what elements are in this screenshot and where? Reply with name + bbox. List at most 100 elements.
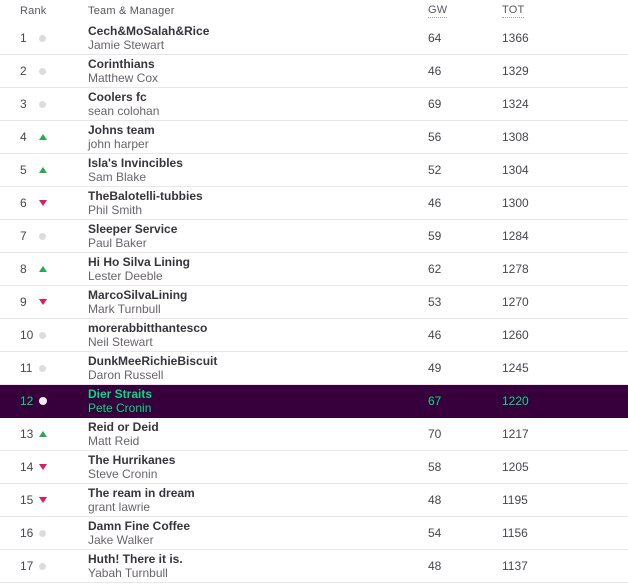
team-name-link[interactable]: Reid or Deid (88, 420, 159, 434)
rank-number: 13 (20, 427, 34, 441)
team-name-link[interactable]: The ream in dream (88, 486, 195, 500)
total-points: 1217 (502, 427, 529, 441)
rank-number: 12 (20, 394, 34, 408)
team-cell: Reid or Deid Matt Reid (88, 420, 428, 448)
rank-number: 8 (20, 262, 27, 276)
total-points: 1304 (502, 163, 529, 177)
team-name-link[interactable]: Cech&MoSalah&Rice (88, 24, 210, 38)
table-row: 17 Huth! There it is. Yabah Turnbull 48 … (0, 550, 628, 583)
total-points: 1284 (502, 229, 529, 243)
team-cell: MarcoSilvaLining Mark Turnbull (88, 288, 428, 316)
gameweek-points: 49 (428, 361, 442, 375)
manager-name: Pete Cronin (88, 401, 152, 415)
team-name-link[interactable]: TheBalotelli-tubbies (88, 189, 203, 203)
gameweek-points: 48 (428, 493, 442, 507)
table-header-row: Rank Team & Manager GW TOT (0, 0, 628, 22)
rank-cell: 14 (0, 460, 88, 474)
total-points: 1324 (502, 97, 529, 111)
team-name-link[interactable]: Hi Ho Silva Lining (88, 255, 191, 269)
rank-cell: 9 (0, 295, 88, 309)
team-name-link[interactable]: morerabbitthantesco (88, 321, 208, 335)
table-row: 7 Sleeper Service Paul Baker 59 1284 (0, 220, 628, 253)
gameweek-points: 59 (428, 229, 442, 243)
movement-down-icon (39, 497, 47, 503)
manager-name: Matthew Cox (88, 71, 159, 85)
total-points: 1156 (502, 526, 528, 540)
rank-number: 1 (20, 31, 27, 45)
team-name-link[interactable]: Johns team (88, 123, 155, 137)
team-name-link[interactable]: Corinthians (88, 57, 155, 71)
standings-body: 1 Cech&MoSalah&Rice Jamie Stewart 64 136… (0, 22, 628, 583)
team-cell: Dier Straits Pete Cronin (88, 387, 428, 415)
no-movement-icon (39, 529, 46, 537)
total-points: 1205 (502, 460, 529, 474)
movement-down-icon (39, 464, 47, 470)
rank-cell: 5 (0, 163, 88, 177)
team-cell: Johns team john harper (88, 123, 428, 151)
team-name-link[interactable]: Sleeper Service (88, 222, 178, 236)
table-row: 2 Corinthians Matthew Cox 46 1329 (0, 55, 628, 88)
no-movement-icon (39, 34, 46, 42)
team-name-link[interactable]: MarcoSilvaLining (88, 288, 188, 302)
no-movement-icon (39, 67, 46, 75)
team-name-link[interactable]: Dier Straits (88, 387, 153, 401)
gameweek-points: 46 (428, 328, 442, 342)
team-cell: Huth! There it is. Yabah Turnbull (88, 552, 428, 580)
total-points: 1270 (502, 295, 529, 309)
rank-cell: 7 (0, 229, 88, 243)
gw-column-header: GW (428, 4, 502, 18)
table-row: 10 morerabbitthantesco Neil Stewart 46 1… (0, 319, 628, 352)
manager-name: Mark Turnbull (88, 302, 161, 316)
team-cell: The Hurrikanes Steve Cronin (88, 453, 428, 481)
table-row: 3 Coolers fc sean colohan 69 1324 (0, 88, 628, 121)
table-row: 13 Reid or Deid Matt Reid 70 1217 (0, 418, 628, 451)
team-name-link[interactable]: Damn Fine Coffee (88, 519, 191, 533)
team-cell: Corinthians Matthew Cox (88, 57, 428, 85)
rank-cell: 16 (0, 526, 88, 540)
rank-cell: 1 (0, 31, 88, 45)
gameweek-points: 46 (428, 196, 442, 210)
team-name-link[interactable]: DunkMeeRichieBiscuit (88, 354, 218, 368)
team-cell: Sleeper Service Paul Baker (88, 222, 428, 250)
rank-number: 6 (20, 196, 27, 210)
team-name-link[interactable]: Isla's Invincibles (88, 156, 183, 170)
manager-name: Yabah Turnbull (88, 566, 168, 580)
total-points: 1329 (502, 64, 529, 78)
team-name-link[interactable]: The Hurrikanes (88, 453, 176, 467)
manager-name: Neil Stewart (88, 335, 153, 349)
movement-down-icon (39, 200, 47, 206)
manager-name: Sam Blake (88, 170, 147, 184)
team-cell: morerabbitthantesco Neil Stewart (88, 321, 428, 349)
team-name-link[interactable]: Huth! There it is. (88, 552, 183, 566)
team-manager-column-header: Team & Manager (88, 5, 175, 17)
gameweek-points: 56 (428, 130, 442, 144)
team-name-link[interactable]: Coolers fc (88, 90, 147, 104)
table-row: 15 The ream in dream grant lawrie 48 119… (0, 484, 628, 517)
rank-cell: 13 (0, 427, 88, 441)
rank-number: 11 (20, 361, 33, 375)
table-row: 9 MarcoSilvaLining Mark Turnbull 53 1270 (0, 286, 628, 319)
movement-up-icon (39, 167, 47, 173)
rank-cell: 12 (0, 394, 88, 408)
gameweek-points: 69 (428, 97, 442, 111)
rank-number: 9 (20, 295, 27, 309)
rank-number: 17 (20, 559, 34, 573)
table-row: 14 The Hurrikanes Steve Cronin 58 1205 (0, 451, 628, 484)
rank-number: 16 (20, 526, 34, 540)
no-movement-icon (39, 331, 46, 339)
rank-number: 3 (20, 97, 27, 111)
rank-cell: 6 (0, 196, 88, 210)
gameweek-points: 67 (428, 394, 442, 408)
rank-number: 15 (20, 493, 34, 507)
no-movement-icon (39, 562, 46, 570)
tot-column-header: TOT (502, 4, 628, 18)
gameweek-points: 52 (428, 163, 442, 177)
rank-number: 2 (20, 64, 27, 78)
total-points: 1220 (502, 394, 529, 408)
table-row: 4 Johns team john harper 56 1308 (0, 121, 628, 154)
no-movement-icon (39, 232, 46, 240)
table-row: 8 Hi Ho Silva Lining Lester Deeble 62 12… (0, 253, 628, 286)
rank-number: 5 (20, 163, 27, 177)
rank-cell: 10 (0, 328, 88, 342)
